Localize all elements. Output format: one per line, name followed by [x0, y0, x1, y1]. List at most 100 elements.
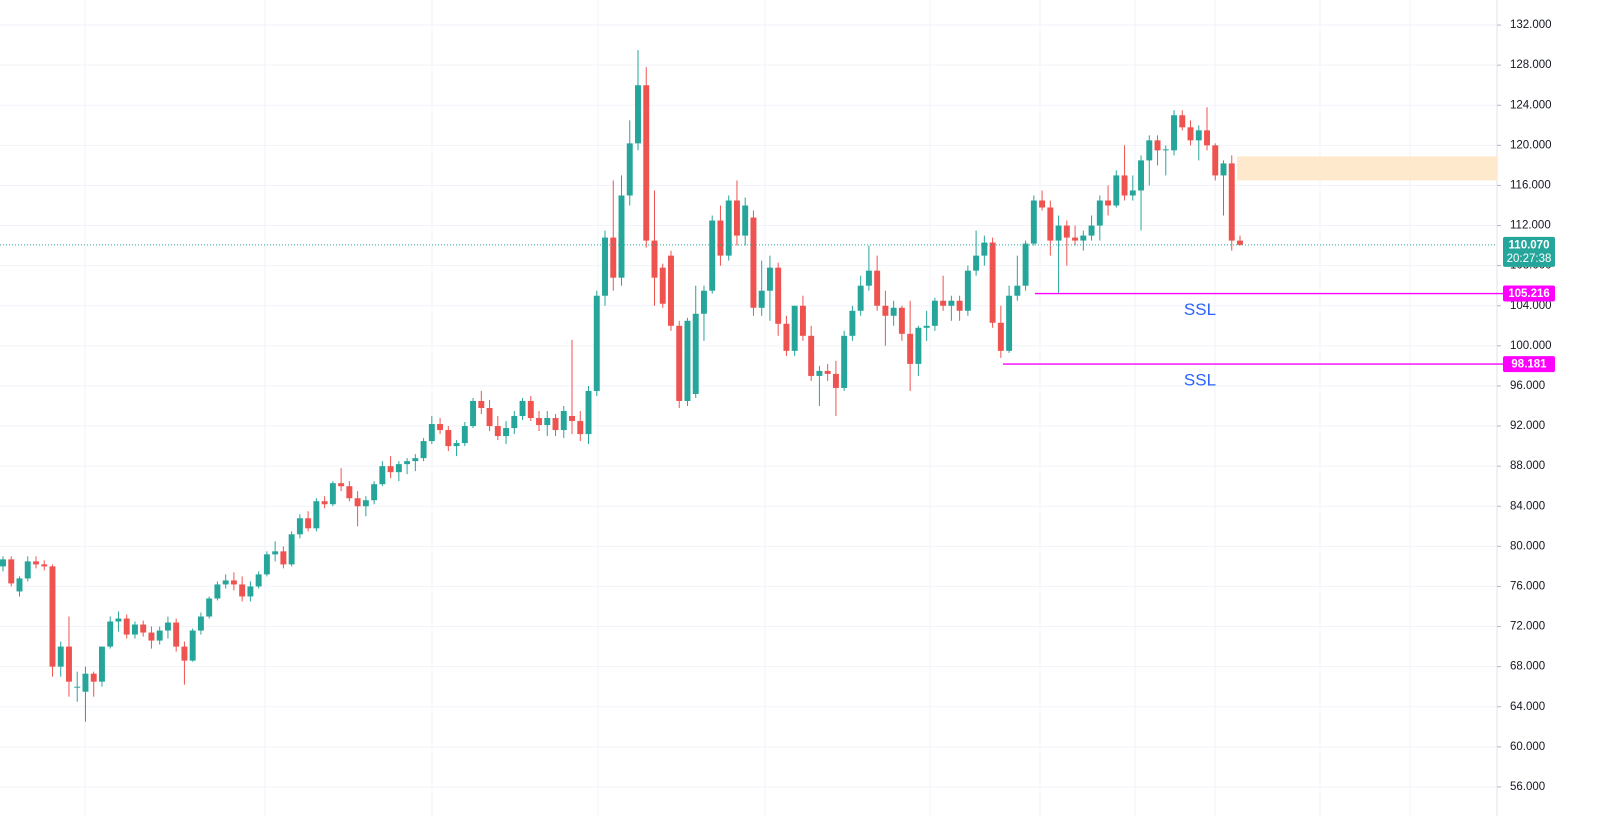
candle-body [288, 534, 295, 565]
candle-body [296, 518, 303, 535]
candle-body [1237, 240, 1243, 245]
candle-body [915, 327, 922, 364]
candle-body [552, 418, 559, 431]
candle-body [41, 564, 48, 567]
candle-body [742, 205, 749, 236]
candle-body [585, 390, 592, 435]
candle-body [1080, 235, 1087, 241]
candle-body [470, 400, 477, 427]
candle-body [618, 195, 625, 278]
candle-body [775, 267, 782, 324]
candle-body [824, 370, 831, 374]
candle-body [412, 458, 419, 462]
y-tick-label: 120.000 [1510, 139, 1552, 151]
y-tick-label: 112.000 [1510, 220, 1551, 232]
level-label-bg [1503, 285, 1555, 302]
candle-body [519, 400, 526, 417]
candle-body [931, 300, 938, 326]
candle-body [181, 646, 188, 661]
candle-body [33, 561, 39, 565]
candle-body [49, 566, 56, 667]
candle-body [940, 300, 947, 306]
candle-body [321, 501, 328, 505]
candle-body [593, 295, 600, 391]
candle-body [536, 418, 543, 426]
candle-body [131, 624, 138, 635]
candle-body [816, 370, 823, 376]
candle-body [783, 323, 790, 351]
candle-body [684, 320, 691, 401]
candle-body [74, 686, 81, 688]
candle-body [676, 325, 683, 401]
candle-body [1063, 225, 1070, 238]
candle-body [973, 255, 980, 271]
candle-body [379, 466, 386, 485]
candle-body [964, 270, 971, 311]
candle-body [808, 335, 815, 376]
candle-body [1138, 160, 1145, 191]
candle-body [898, 307, 905, 334]
candle-body [1162, 149, 1169, 151]
candle-body [1179, 115, 1186, 128]
candle-body [692, 313, 699, 394]
candle-body [1022, 243, 1029, 286]
candle-body [16, 578, 23, 592]
level-label-bg [1503, 356, 1555, 373]
candle-body [1187, 127, 1194, 141]
candle-body [766, 267, 773, 291]
y-tick-label: 88.000 [1510, 460, 1545, 472]
candle-body [560, 411, 567, 431]
candle-body [602, 237, 608, 296]
candle-body [1195, 130, 1202, 141]
y-tick-label: 104.000 [1510, 300, 1552, 312]
level-label: 98.181 [1511, 359, 1547, 371]
candle-body [1171, 115, 1177, 151]
candle-body [1055, 225, 1062, 241]
candle-body [1072, 237, 1079, 241]
candle-body [874, 270, 881, 306]
candle-body [0, 559, 6, 567]
candle-body [923, 325, 930, 328]
candle-body [989, 242, 996, 323]
supply-zone [1237, 156, 1497, 181]
candle-body [1006, 295, 1013, 351]
y-tick-label: 92.000 [1510, 420, 1545, 432]
candle-body [659, 267, 666, 304]
candle-body [272, 551, 279, 555]
candle-body [1047, 207, 1054, 241]
level-note: SSL [1184, 371, 1216, 390]
candle-body [1014, 285, 1021, 296]
candle-body [263, 554, 270, 575]
candle-body [1105, 200, 1112, 206]
candle-body [948, 300, 955, 306]
candle-body [247, 586, 254, 597]
candle-body [626, 143, 633, 196]
candle-body [156, 630, 163, 641]
candle-body [395, 464, 402, 473]
candle-body [148, 632, 155, 641]
candle-body [1030, 200, 1037, 244]
candle-body [90, 673, 97, 682]
candle-body [1204, 130, 1210, 146]
candle-body [66, 646, 72, 682]
y-tick-label: 68.000 [1510, 661, 1545, 673]
candle-body [189, 630, 196, 661]
candle-body [57, 646, 64, 667]
candle-body [362, 500, 369, 507]
candle-body [123, 618, 130, 635]
candle-body [82, 673, 89, 692]
candle-body [758, 290, 765, 308]
candle-body [668, 255, 674, 326]
candle-body [107, 621, 114, 647]
y-tick-label: 96.000 [1510, 380, 1545, 392]
candle-body [255, 574, 262, 587]
candle-body [1212, 145, 1219, 176]
candle-body [478, 400, 485, 408]
candle-body [733, 200, 740, 236]
candle-body [313, 501, 320, 529]
level-label: 105.216 [1508, 288, 1550, 300]
candle-body [725, 200, 732, 256]
candle-body [577, 421, 584, 435]
candle-body [1146, 140, 1153, 161]
